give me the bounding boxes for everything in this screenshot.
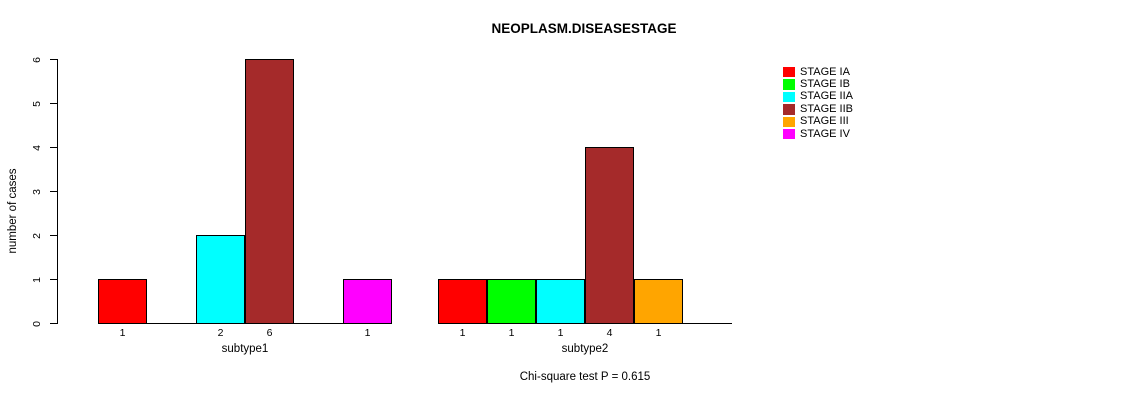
- legend-label-stage-iib: STAGE IIB: [800, 102, 853, 115]
- group-label-subtype1: subtype1: [221, 343, 269, 355]
- legend-row-stage-ia: STAGE IA: [783, 66, 853, 78]
- bar-stage-iia-subtype2: [536, 279, 585, 325]
- bar-value-label-stage-iii-subtype2: 1: [655, 327, 662, 339]
- bar-value-label-stage-iia-subtype1: 2: [217, 327, 224, 339]
- y-tick-mark: [50, 103, 57, 105]
- y-tick-label: 2: [31, 232, 43, 239]
- y-tick-label: 5: [31, 100, 43, 107]
- y-tick-mark: [50, 323, 57, 325]
- chi-square-annotation: Chi-square test P = 0.615: [519, 371, 651, 383]
- legend-swatch-stage-iv: [783, 128, 795, 140]
- y-tick-label: 1: [31, 276, 43, 283]
- legend-swatch-stage-iii: [783, 116, 795, 127]
- legend-swatch-stage-ia: [783, 66, 795, 78]
- bar-stage-ib-subtype2: [487, 279, 536, 325]
- y-axis-label: number of cases: [7, 168, 19, 254]
- legend-label-stage-ib: STAGE IB: [800, 78, 850, 91]
- bar-stage-iib-subtype1: [245, 59, 294, 325]
- bar-value-label-stage-ia-subtype1: 1: [119, 327, 126, 339]
- bar-value-label-stage-ib-subtype2: 1: [508, 327, 515, 339]
- bar-stage-ia-subtype2: [438, 279, 487, 325]
- y-tick-label: 0: [31, 320, 43, 327]
- legend-row-stage-iib: STAGE IIB: [783, 103, 853, 115]
- bar-stage-iib-subtype2: [585, 147, 634, 325]
- legend-swatch-stage-ib: [783, 79, 795, 90]
- legend-label-stage-ia: STAGE IA: [800, 65, 850, 78]
- legend-row-stage-iia: STAGE IIA: [783, 91, 853, 103]
- y-tick-label: 4: [31, 144, 43, 151]
- legend-swatch-stage-iia: [783, 91, 795, 103]
- legend-row-stage-ib: STAGE IB: [783, 78, 853, 90]
- legend-label-stage-iii: STAGE III: [800, 115, 849, 128]
- group-label-subtype2: subtype2: [561, 343, 609, 355]
- legend-row-stage-iii: STAGE III: [783, 116, 853, 128]
- bar-value-label-stage-iia-subtype2: 1: [557, 327, 564, 339]
- y-tick-mark: [50, 279, 57, 281]
- bar-stage-iia-subtype1: [196, 235, 245, 325]
- y-tick-mark: [50, 147, 57, 149]
- y-tick-label: 3: [31, 188, 43, 195]
- legend-label-stage-iv: STAGE IV: [800, 127, 850, 140]
- bar-value-label-stage-iib-subtype1: 6: [266, 327, 273, 339]
- y-axis-line: [57, 59, 59, 325]
- y-tick-mark: [50, 235, 57, 237]
- bar-value-label-stage-ia-subtype2: 1: [459, 327, 466, 339]
- bar-value-label-stage-iv-subtype1: 1: [364, 327, 371, 339]
- y-tick-mark: [50, 59, 57, 61]
- bar-value-label-stage-iib-subtype2: 4: [606, 327, 613, 339]
- legend-row-stage-iv: STAGE IV: [783, 128, 853, 140]
- chart-title: NEOPLASM.DISEASESTAGE: [491, 21, 677, 36]
- bar-stage-ia-subtype1: [98, 279, 147, 325]
- bar-stage-iii-subtype2: [634, 279, 683, 325]
- legend-label-stage-iia: STAGE IIA: [800, 90, 853, 103]
- y-tick-label: 6: [31, 56, 43, 63]
- y-tick-mark: [50, 191, 57, 193]
- bar-stage-iv-subtype1: [343, 279, 392, 325]
- legend-swatch-stage-iib: [783, 104, 795, 115]
- legend: STAGE IA STAGE IB STAGE IIA STAGE IIB STAGE …: [783, 66, 853, 140]
